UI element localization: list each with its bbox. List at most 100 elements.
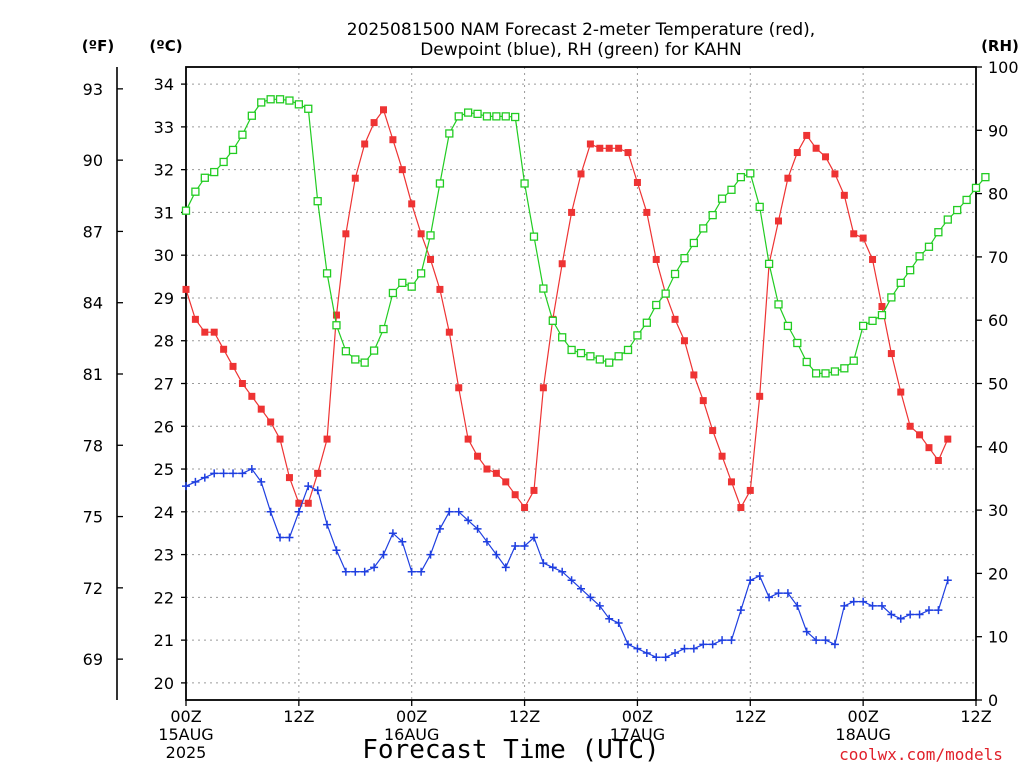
data-point — [896, 278, 905, 288]
data-point — [398, 537, 407, 546]
data-point — [803, 131, 811, 139]
data-point — [407, 282, 416, 291]
data-point — [369, 346, 379, 355]
data-point — [821, 636, 830, 645]
data-point — [248, 392, 256, 400]
data-point — [689, 644, 698, 653]
rh-tick-label: 70 — [988, 248, 1008, 267]
x-tick-label: 18AUG — [835, 725, 890, 744]
data-point — [314, 469, 322, 477]
data-point — [219, 157, 228, 167]
axes: 20 21 22 23 24 25 26 27 28 29 30 31 32 33 34 69 72 75 78 81… — [83, 58, 1019, 710]
data-point — [775, 217, 782, 225]
series-layer — [181, 95, 990, 662]
data-point — [924, 242, 934, 251]
data-point — [220, 345, 228, 353]
x-tick-label: 12Z — [735, 707, 766, 726]
data-point — [332, 546, 341, 555]
x-tick-label: 00Z — [622, 707, 653, 726]
data-point — [736, 606, 745, 615]
data-point — [182, 285, 190, 293]
data-point — [539, 559, 548, 568]
data-point — [294, 507, 303, 516]
data-point — [624, 640, 633, 649]
data-point — [642, 318, 651, 327]
data-point — [699, 224, 708, 233]
data-point — [924, 606, 933, 615]
data-point — [502, 478, 510, 486]
data-point — [897, 388, 905, 396]
x-tick-label: 15AUG — [158, 725, 213, 744]
data-point — [586, 140, 594, 148]
celsius-tick-label: 33 — [154, 118, 174, 137]
data-point — [398, 166, 406, 174]
celsius-tick-label: 22 — [154, 588, 174, 607]
rh-tick-label: 10 — [988, 628, 1008, 647]
data-point — [822, 153, 830, 161]
data-point — [435, 179, 445, 188]
celsius-tick-label: 28 — [154, 332, 174, 351]
data-point — [595, 601, 604, 610]
data-point — [454, 112, 463, 121]
data-point — [877, 310, 887, 320]
data-point — [736, 172, 746, 182]
data-point — [652, 300, 661, 310]
data-point — [577, 584, 585, 593]
data-point — [304, 499, 312, 507]
data-point — [652, 653, 661, 662]
data-point — [718, 452, 726, 460]
data-point — [605, 614, 614, 623]
data-point — [473, 524, 482, 533]
data-point — [830, 367, 840, 376]
data-point — [445, 507, 454, 516]
data-point — [576, 348, 586, 358]
data-point — [680, 644, 689, 653]
data-point — [304, 482, 313, 491]
credit-link[interactable]: coolwx.com/models — [839, 745, 1003, 764]
data-point — [529, 232, 539, 241]
data-point — [313, 486, 322, 495]
data-point — [633, 644, 642, 653]
series-1 — [182, 465, 952, 662]
data-point — [840, 601, 849, 610]
data-point — [652, 255, 660, 263]
data-point — [313, 197, 322, 206]
data-point — [417, 567, 426, 576]
data-point — [360, 358, 369, 367]
x-tick-label: 00Z — [396, 707, 427, 726]
data-point — [840, 364, 849, 373]
data-point — [464, 435, 472, 443]
data-point — [727, 636, 736, 645]
data-point — [568, 208, 576, 216]
celsius-tick-label: 25 — [154, 460, 174, 479]
data-point — [887, 350, 895, 358]
data-point — [191, 187, 200, 196]
fahrenheit-unit-label: (ºF) — [82, 37, 114, 55]
data-point — [455, 384, 463, 392]
data-point — [567, 576, 576, 585]
data-point — [783, 589, 792, 598]
fahrenheit-tick-label: 84 — [83, 294, 103, 313]
data-point — [737, 504, 745, 512]
data-point — [756, 392, 764, 400]
data-point — [210, 469, 219, 478]
data-point — [793, 601, 802, 610]
x-tick-label: 12Z — [509, 707, 540, 726]
data-point — [746, 169, 755, 178]
data-point — [746, 486, 754, 494]
data-point — [689, 238, 699, 248]
data-point — [605, 358, 614, 367]
rh-tick-label: 0 — [988, 691, 998, 710]
data-point — [511, 542, 520, 551]
data-point — [332, 321, 341, 330]
data-point — [474, 452, 482, 460]
data-point — [558, 333, 567, 342]
chart-title: 2025081500 NAM Forecast 2-meter Temperat… — [347, 20, 815, 60]
data-point — [915, 252, 924, 261]
data-point — [257, 405, 265, 413]
celsius-tick-label: 27 — [154, 375, 174, 394]
data-point — [200, 173, 209, 182]
fahrenheit-tick-label: 93 — [83, 80, 103, 99]
